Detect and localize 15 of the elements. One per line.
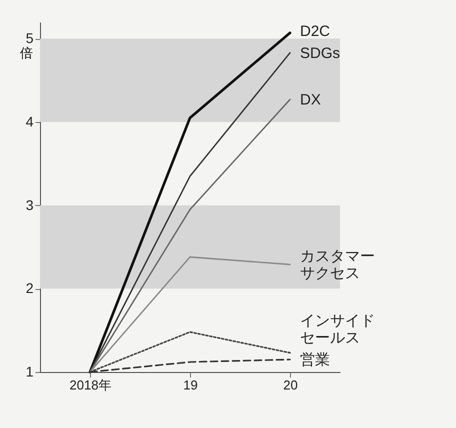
x-tick-label: 19 [183, 378, 198, 392]
y-tick-label: 2 [26, 280, 34, 296]
series-label: カスタマーサクセス [300, 248, 375, 282]
series-label: D2C [300, 22, 330, 40]
series-label: インサイドセールス [300, 312, 375, 346]
x-tick-label: 20 [283, 378, 298, 392]
series-label: SDGs [300, 44, 340, 62]
y-tick-label: 1 [26, 364, 34, 380]
x-tick-label: 2018年 [70, 378, 112, 392]
series-label: 営業 [300, 352, 330, 368]
y-tick-label: 3 [26, 196, 34, 213]
y-tick-label: 5 [26, 30, 34, 46]
y-axis-title: 倍 [20, 46, 33, 60]
series-label: DX [300, 92, 321, 108]
y-tick-label: 4 [26, 114, 34, 130]
